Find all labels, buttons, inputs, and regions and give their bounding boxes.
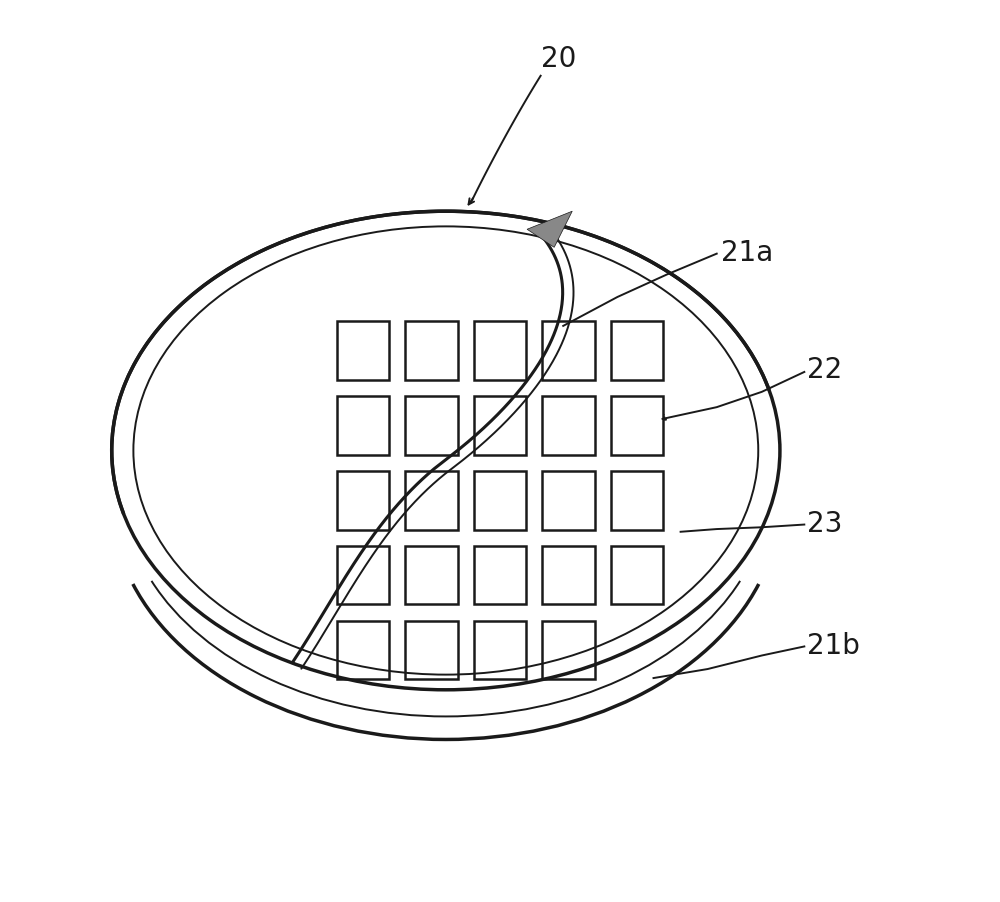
Bar bbox=[611, 546, 663, 604]
Text: 21b: 21b bbox=[807, 630, 860, 659]
Text: 20: 20 bbox=[541, 44, 576, 73]
Bar bbox=[611, 397, 663, 455]
Bar bbox=[337, 322, 389, 381]
Bar bbox=[474, 621, 526, 680]
Bar bbox=[474, 546, 526, 604]
Bar bbox=[611, 471, 663, 529]
Polygon shape bbox=[112, 212, 769, 663]
Text: 21a: 21a bbox=[721, 238, 773, 267]
Bar bbox=[542, 397, 595, 455]
Ellipse shape bbox=[112, 212, 780, 690]
Bar bbox=[542, 322, 595, 381]
Bar bbox=[337, 621, 389, 680]
Bar bbox=[474, 322, 526, 381]
Bar bbox=[474, 471, 526, 529]
Bar bbox=[405, 546, 458, 604]
Bar bbox=[542, 546, 595, 604]
Bar bbox=[542, 621, 595, 680]
Text: 22: 22 bbox=[807, 355, 842, 384]
Bar bbox=[405, 621, 458, 680]
Bar bbox=[337, 471, 389, 529]
Polygon shape bbox=[527, 212, 572, 248]
Bar bbox=[405, 397, 458, 455]
Bar bbox=[611, 322, 663, 381]
Bar bbox=[542, 471, 595, 529]
Bar bbox=[405, 471, 458, 529]
Bar bbox=[474, 397, 526, 455]
Bar bbox=[405, 322, 458, 381]
Bar bbox=[337, 546, 389, 604]
Text: 23: 23 bbox=[807, 509, 842, 538]
Bar bbox=[337, 397, 389, 455]
